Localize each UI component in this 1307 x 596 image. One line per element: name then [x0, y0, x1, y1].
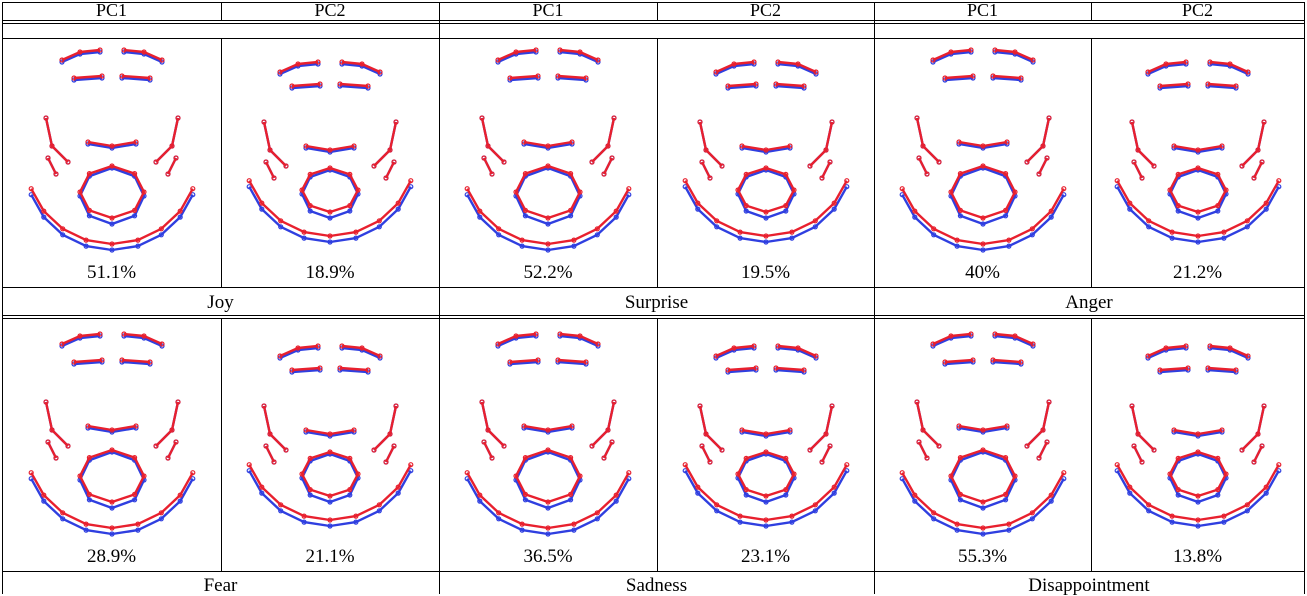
- face-landmark-plot: [899, 47, 1067, 253]
- header-pc2: PC2: [1181, 0, 1214, 20]
- variance-label: 40%: [965, 262, 1000, 283]
- face-landmark-plot: [682, 59, 850, 245]
- rule-row1-label-top: [2, 287, 1305, 288]
- header-pc1: PC1: [95, 0, 128, 20]
- emotion-label-anger: Anger: [1065, 292, 1113, 313]
- rule-r2-5: [1091, 318, 1092, 571]
- variance-label: 28.9%: [86, 546, 137, 567]
- emotion-label-disappointment: Disappointment: [1028, 575, 1150, 596]
- variance-label: 51.1%: [86, 262, 137, 283]
- rule-row2-label-top: [2, 571, 1305, 572]
- face-landmark-plot: [28, 331, 196, 537]
- rule-hdr-3: [657, 2, 658, 20]
- rule-right: [1304, 2, 1305, 594]
- face-landmark-plot: [899, 331, 1067, 537]
- emotion-label-sadness: Sadness: [625, 575, 688, 596]
- face-landmark-plot: [1114, 59, 1282, 245]
- emotion-label-fear: Fear: [203, 575, 238, 596]
- face-landmark-plot: [28, 47, 196, 253]
- variance-label: 36.5%: [523, 546, 573, 567]
- rule-left: [2, 2, 3, 594]
- rule-r1-1: [221, 38, 222, 287]
- face-landmark-plot: [246, 343, 414, 529]
- header-pc1: PC1: [532, 0, 564, 20]
- variance-label: 13.8%: [1172, 546, 1223, 567]
- face-landmark-plot: [1114, 343, 1282, 529]
- rule-row1-top: [2, 38, 1305, 39]
- face-landmark-plot: [682, 343, 850, 529]
- variance-label: 19.5%: [740, 262, 791, 283]
- header-pc1: PC1: [966, 0, 999, 20]
- face-landmark-plot: [464, 331, 632, 537]
- variance-label: 52.2%: [523, 262, 573, 283]
- variance-label: 18.9%: [305, 262, 355, 283]
- header-pc2: PC2: [314, 0, 346, 20]
- variance-label: 21.2%: [1172, 262, 1223, 283]
- rule-col-2: [439, 2, 440, 594]
- rule-row2-top: [2, 318, 1305, 319]
- rule-col-4: [874, 2, 875, 594]
- emotion-label-joy: Joy: [207, 292, 234, 313]
- rule-r1-3: [657, 38, 658, 287]
- face-landmark-plot: [246, 59, 414, 245]
- variance-label: 23.1%: [740, 546, 791, 567]
- face-landmark-plot: [464, 47, 632, 253]
- rule-row1-label-bottom: [2, 315, 1305, 316]
- rule-r2-3: [657, 318, 658, 571]
- emotion-label-surprise: Surprise: [624, 292, 689, 313]
- rule-double-top: [2, 23, 1305, 24]
- rule-r1-5: [1091, 38, 1092, 287]
- rule-top: [2, 2, 1305, 3]
- rule-header-bottom: [2, 20, 1305, 21]
- rule-hdr-1: [221, 2, 222, 20]
- variance-label: 55.3%: [957, 546, 1008, 567]
- rule-r2-1: [221, 318, 222, 571]
- variance-label: 21.1%: [305, 546, 355, 567]
- header-pc2: PC2: [749, 0, 782, 20]
- rule-hdr-5: [1091, 2, 1092, 20]
